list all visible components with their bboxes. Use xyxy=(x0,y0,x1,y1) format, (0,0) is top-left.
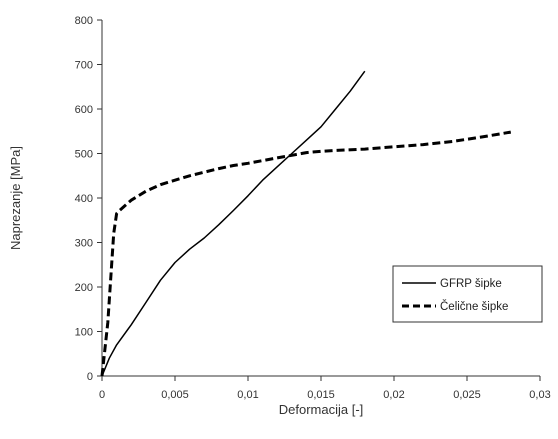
legend: GFRP šipke Čelične šipke xyxy=(392,265,543,323)
series-line-gfrp xyxy=(101,70,366,377)
series-line-celicne xyxy=(100,130,512,377)
x-tick-label: 0,02 xyxy=(383,389,404,401)
y-tick-label: 400 xyxy=(75,193,93,205)
y-tick-label: 500 xyxy=(75,149,93,161)
y-tick-label: 200 xyxy=(75,282,93,294)
x-axis-title: Deformacija [-] xyxy=(279,402,364,417)
y-tick-label: 300 xyxy=(75,238,93,250)
y-tick-label: 0 xyxy=(87,371,93,383)
x-tick-label: 0,025 xyxy=(453,389,481,401)
x-tick-label: 0,005 xyxy=(161,389,189,401)
x-tick-label: 0,015 xyxy=(307,389,335,401)
axes xyxy=(101,20,540,377)
y-axis-title: Naprezanje [MPa] xyxy=(8,146,23,250)
y-tick-label: 600 xyxy=(75,104,93,116)
x-tick-label: 0,01 xyxy=(237,389,258,401)
tick-marks: 0 100 200 300 400 500 600 700 800 0 0,005 0,01 0,015… xyxy=(75,15,551,401)
x-tick-label: 0 xyxy=(99,389,105,401)
x-tick-label: 0,03 xyxy=(529,389,550,401)
y-tick-label: 800 xyxy=(75,15,93,27)
legend-box xyxy=(392,265,543,323)
series-layer xyxy=(100,70,512,377)
y-tick-label: 700 xyxy=(75,60,93,72)
legend-label-gfrp: GFRP šipke xyxy=(440,278,502,290)
y-tick-label: 100 xyxy=(75,327,93,339)
legend-label-celicne: Čelične šipke xyxy=(440,300,508,313)
